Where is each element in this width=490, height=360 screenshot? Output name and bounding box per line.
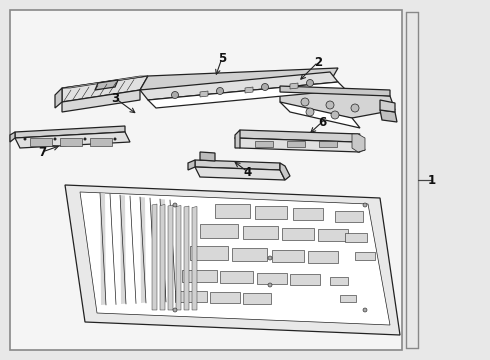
Polygon shape [176,206,181,310]
Text: 5: 5 [218,51,226,64]
Polygon shape [195,167,285,180]
Polygon shape [280,102,360,128]
Bar [243,226,278,239]
Polygon shape [100,193,106,305]
Polygon shape [168,205,173,310]
Polygon shape [188,160,195,170]
Polygon shape [380,110,397,122]
Bar [330,277,348,285]
Polygon shape [200,152,215,161]
Polygon shape [380,100,395,112]
Bar [182,270,217,282]
Circle shape [173,308,177,312]
Polygon shape [62,76,148,102]
Bar [340,295,356,302]
Polygon shape [80,192,390,325]
Polygon shape [200,91,208,97]
Circle shape [363,203,367,207]
Bar [200,224,238,238]
Circle shape [268,256,272,260]
Polygon shape [235,138,360,152]
Polygon shape [140,197,146,303]
Text: 7: 7 [38,145,46,158]
Bar [272,250,304,262]
Circle shape [363,308,367,312]
Polygon shape [120,195,126,304]
Polygon shape [95,80,118,90]
Bar [255,206,287,219]
Bar [215,204,250,218]
Polygon shape [280,163,290,180]
Polygon shape [290,83,298,89]
Bar [175,291,207,302]
Circle shape [268,283,272,287]
Bar [319,141,337,147]
Circle shape [262,84,269,90]
Circle shape [114,138,117,140]
Polygon shape [65,185,400,335]
Polygon shape [160,204,165,310]
Polygon shape [148,82,346,108]
Circle shape [307,80,314,86]
Bar [335,211,363,222]
Circle shape [53,138,56,140]
Text: 2: 2 [314,55,322,68]
Polygon shape [62,76,148,88]
Circle shape [331,111,339,119]
Circle shape [326,101,334,109]
Text: 1: 1 [428,174,436,186]
Bar [293,208,323,220]
Polygon shape [55,88,62,108]
Bar [190,246,228,260]
Bar [243,293,271,304]
Polygon shape [140,68,338,90]
Polygon shape [15,132,130,148]
Bar [318,229,348,241]
Polygon shape [235,130,240,148]
Bar [60,138,82,146]
Bar [290,274,320,285]
Bar [308,251,338,263]
Polygon shape [355,142,365,152]
Bar [90,138,112,146]
Polygon shape [184,206,189,310]
Polygon shape [15,126,125,138]
Polygon shape [280,86,390,96]
Bar [232,248,267,261]
Text: 6: 6 [318,116,326,129]
Polygon shape [152,204,157,310]
Bar [30,138,52,146]
Bar [257,273,287,284]
Polygon shape [62,90,140,112]
Polygon shape [160,199,166,302]
Polygon shape [10,132,15,142]
Circle shape [301,98,309,106]
Bar [255,141,273,147]
Polygon shape [195,160,280,170]
Polygon shape [192,207,197,310]
Circle shape [351,104,359,112]
Polygon shape [140,72,338,100]
Circle shape [217,87,223,94]
Circle shape [306,108,314,116]
Bar [10,10,402,350]
Bar [355,252,375,260]
Polygon shape [355,134,362,152]
Bar [210,292,240,303]
Circle shape [83,138,87,140]
Circle shape [173,203,177,207]
Text: 3: 3 [111,91,119,104]
Bar [282,228,314,240]
Polygon shape [245,87,253,93]
Polygon shape [352,134,365,152]
Polygon shape [235,130,360,142]
Circle shape [24,138,26,140]
Bar [287,141,305,147]
Circle shape [172,91,178,99]
Polygon shape [280,88,395,118]
Bar [220,271,253,283]
Text: 4: 4 [244,166,252,179]
Bar [345,233,367,242]
